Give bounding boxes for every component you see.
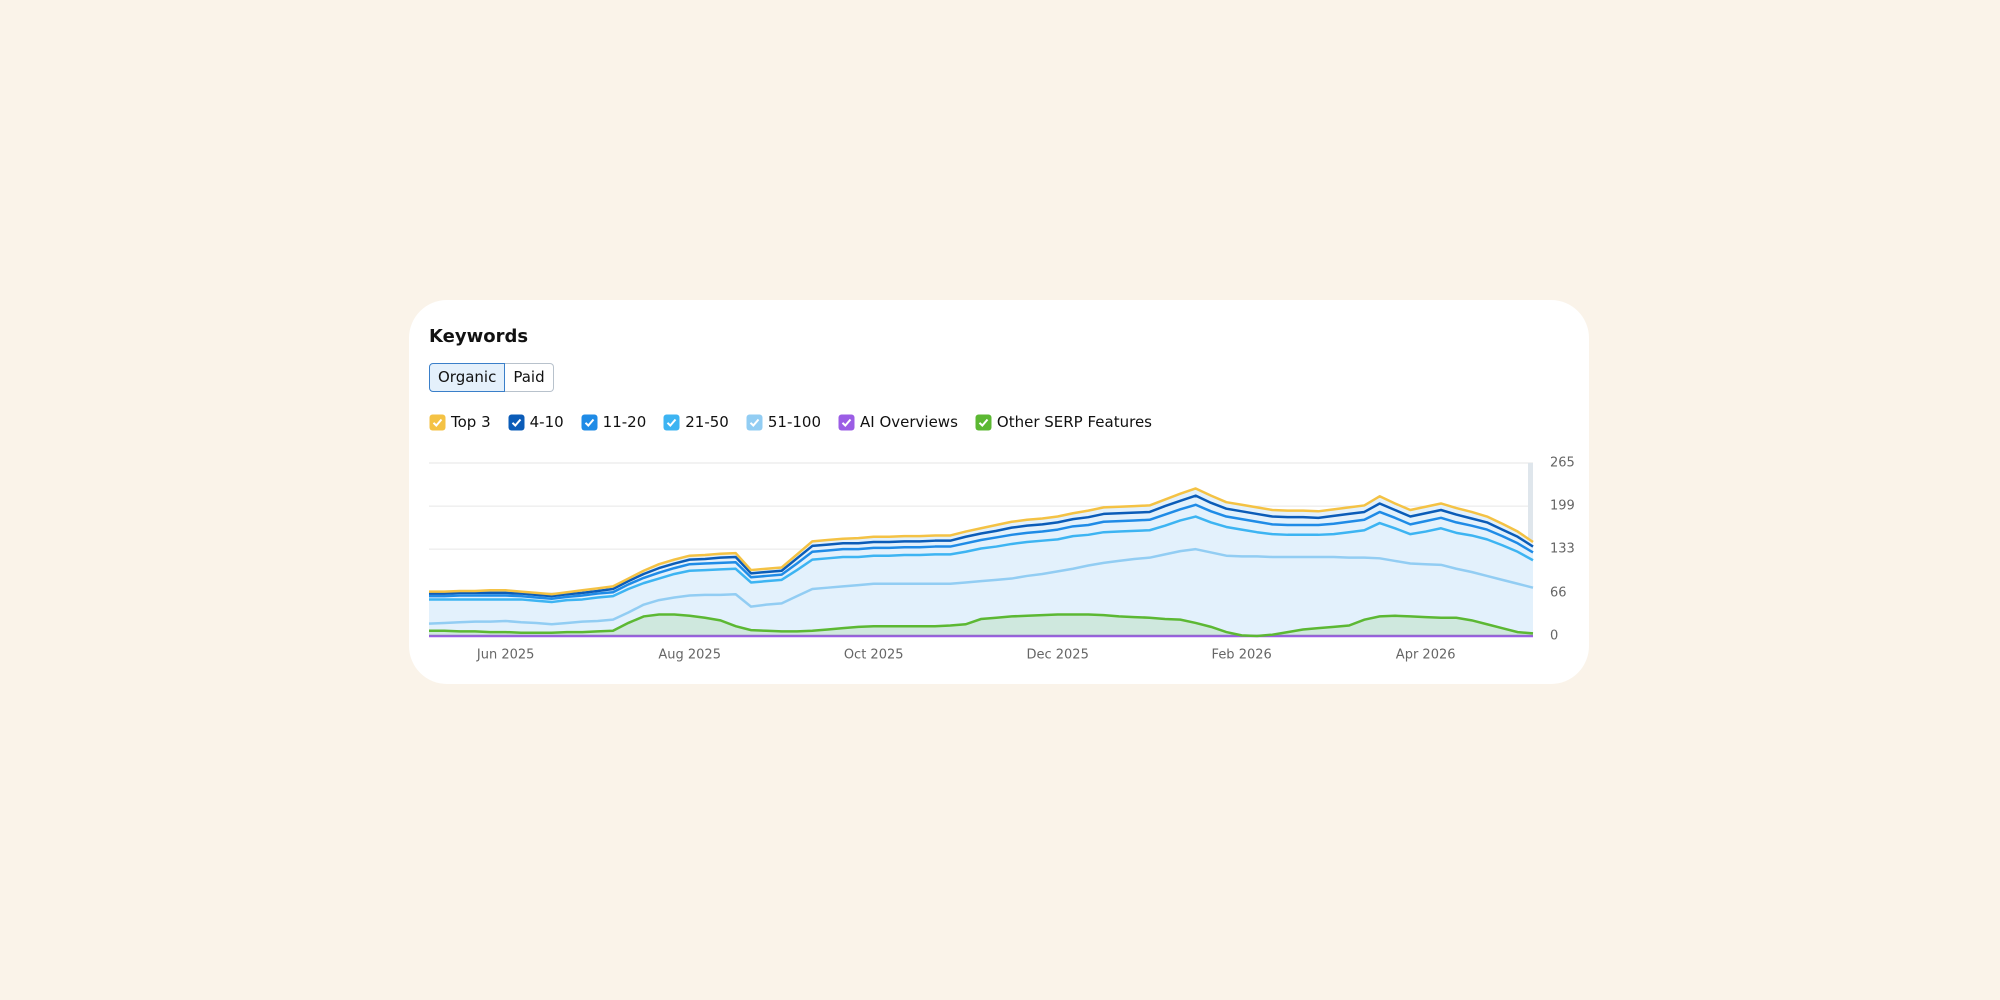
series-line <box>429 613 1534 638</box>
checkbox-check <box>432 418 443 427</box>
area-band <box>429 549 1533 636</box>
area-band <box>429 516 1533 625</box>
legend-checkbox[interactable] <box>975 414 992 431</box>
checkbox-check <box>978 418 989 427</box>
series-line <box>428 547 1534 626</box>
checkbox-check <box>584 418 594 427</box>
checkbox-box <box>508 414 525 430</box>
legend-label: Other SERP Features <box>996 413 1152 431</box>
checkbox-box <box>429 414 446 430</box>
checkbox-check <box>749 418 760 427</box>
legend-checkbox[interactable] <box>838 414 855 431</box>
y-tick-label: 0 <box>1550 629 1558 644</box>
legend-checkbox[interactable] <box>663 414 680 431</box>
tab-paid[interactable]: Paid <box>505 363 554 392</box>
checkbox-box <box>975 414 992 430</box>
y-tick-label: 265 <box>1550 456 1575 471</box>
checkbox-check <box>511 418 521 427</box>
legend-checkbox[interactable] <box>581 414 598 431</box>
x-tick-label: Oct 2025 <box>844 648 904 663</box>
tabs: Organic Paid <box>429 363 554 392</box>
x-tick-label: Jun 2025 <box>476 648 535 663</box>
legend-item[interactable]: AI Overviews <box>838 413 958 431</box>
card-title: Keywords <box>429 326 529 347</box>
legend-item[interactable]: Top 3 <box>429 413 491 431</box>
legend-item[interactable]: Other SERP Features <box>975 413 1152 431</box>
checkbox-check <box>841 418 852 427</box>
legend-item[interactable]: 11-20 <box>581 413 647 431</box>
checkbox-box <box>663 414 680 430</box>
legend-label: 4-10 <box>529 413 564 431</box>
series-line <box>429 487 1534 596</box>
x-tick-label: Feb 2026 <box>1212 648 1272 663</box>
checkbox-box <box>581 414 598 430</box>
series-line <box>429 515 1534 604</box>
legend-label: AI Overviews <box>860 413 958 431</box>
y-tick-label: 66 <box>1550 585 1567 600</box>
series-line <box>429 503 1534 601</box>
y-tick-label: 133 <box>1550 542 1575 557</box>
legend-label: 11-20 <box>602 413 647 431</box>
legend-item[interactable]: 21-50 <box>663 413 729 431</box>
y-tick-label: 199 <box>1550 499 1575 514</box>
x-tick-label: Dec 2025 <box>1026 648 1088 663</box>
series-line <box>429 494 1534 598</box>
legend-item[interactable]: 4-10 <box>508 413 564 431</box>
legend-label: Top 3 <box>451 413 491 431</box>
legend-item[interactable]: 51-100 <box>746 413 821 431</box>
legend: Top 3 4-10 11-20 21-50 51-100 AI Overviews Oth… <box>429 413 1152 431</box>
checkbox-box <box>838 414 855 430</box>
series-area <box>429 614 1533 636</box>
tab-organic[interactable]: Organic <box>429 363 506 392</box>
legend-checkbox[interactable] <box>508 414 525 431</box>
checkbox-box <box>746 414 763 430</box>
legend-label: 21-50 <box>685 413 729 431</box>
legend-checkbox[interactable] <box>746 414 763 431</box>
legend-label: 51-100 <box>767 413 821 431</box>
checkbox-check <box>667 418 677 427</box>
x-tick-label: Apr 2026 <box>1396 648 1456 663</box>
x-tick-label: Aug 2025 <box>658 648 721 663</box>
legend-checkbox[interactable] <box>429 414 446 431</box>
area-band <box>429 504 1533 603</box>
